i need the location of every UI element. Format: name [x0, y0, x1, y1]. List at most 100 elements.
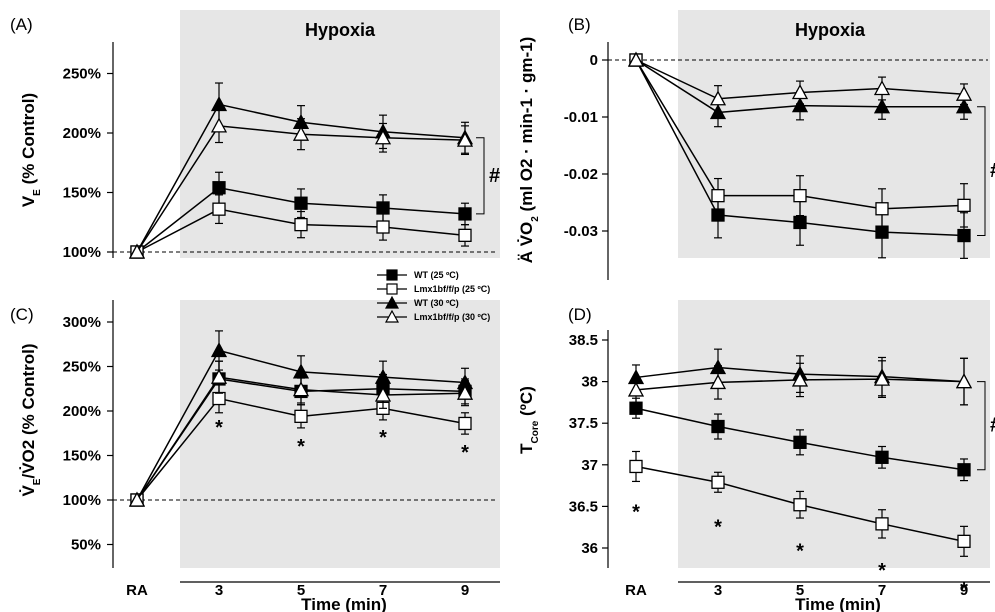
data-point-triangle	[955, 373, 973, 389]
series-3	[128, 360, 474, 507]
data-point-square	[212, 391, 226, 406]
data-point-square	[212, 202, 226, 216]
x-tick-label: 5	[796, 582, 804, 599]
data-point-triangle	[292, 381, 310, 397]
significance-star: *	[796, 541, 804, 563]
data-point-square	[875, 517, 889, 531]
x-tick-label: 9	[461, 582, 469, 599]
y-tick-label: 200%	[63, 125, 101, 142]
y-title-rest: /V̇O2 (% Control)	[19, 343, 38, 478]
data-point-square	[458, 207, 472, 221]
significance-bracket	[977, 106, 986, 237]
significance-bracket	[977, 381, 986, 471]
y-tick-label: 37	[581, 457, 598, 474]
data-point-square	[376, 220, 390, 234]
significance-mark: #	[990, 160, 995, 182]
data-point-square	[875, 450, 889, 464]
y-title-sub: Core	[530, 420, 541, 443]
y-tick-label: 100%	[63, 244, 101, 261]
y-tick-label: 200%	[63, 403, 101, 420]
y-tick-label: 250%	[63, 66, 101, 83]
data-point-square	[376, 201, 390, 215]
significance-star: *	[297, 436, 305, 458]
data-point-triangle	[709, 374, 727, 390]
y-tick-label: 50%	[71, 537, 101, 554]
significance-star: *	[878, 560, 886, 582]
data-point-triangle	[374, 386, 392, 402]
series-1	[130, 194, 472, 259]
hypoxia-label: Hypoxia	[795, 20, 866, 40]
data-point-square	[294, 409, 308, 423]
y-axis-title: V̇E/V̇O2 (% Control)	[19, 343, 43, 496]
x-tick-label: 7	[379, 582, 387, 599]
data-point-square	[957, 228, 971, 243]
data-point-triangle	[873, 98, 891, 114]
data-point-square	[793, 435, 807, 449]
panel-letter: (B)	[568, 15, 591, 34]
y-title-main: T	[517, 443, 536, 454]
data-point-triangle	[210, 342, 228, 358]
data-point-triangle	[955, 98, 973, 114]
data-point-triangle	[210, 368, 228, 384]
x-tick-label: 5	[297, 582, 305, 599]
panel-letter: (D)	[568, 305, 592, 324]
significance-star: *	[632, 502, 640, 524]
legend-marker-square	[386, 269, 398, 281]
data-point-triangle	[374, 129, 392, 145]
data-point-square	[711, 419, 725, 434]
x-axis-title: Time (min)	[795, 595, 881, 612]
y-title-rest: (ºC)	[517, 386, 536, 421]
significance-mark: #	[489, 165, 500, 187]
series-1	[130, 383, 472, 507]
data-point-triangle	[791, 97, 809, 113]
x-tick-label: RA	[126, 582, 148, 599]
data-point-triangle	[709, 90, 727, 106]
hypoxia-region	[678, 300, 990, 568]
data-point-square	[629, 459, 643, 474]
data-point-triangle	[456, 384, 474, 400]
data-point-square	[875, 202, 889, 216]
x-tick-label: 9	[960, 582, 968, 599]
panel-b: Hypoxia (B) 0 -0.01 -0.02 -0.03 Ä V̇O2 (ml O2 …	[517, 10, 995, 280]
data-point-square	[458, 416, 472, 431]
series-1	[629, 53, 971, 230]
data-point-square	[957, 198, 971, 213]
hypoxia-region	[678, 10, 990, 258]
x-tick-label: 7	[878, 582, 886, 599]
panel-d: (D) 36 36.5 37 37.5 38 38.5 TCore (ºC) RA 3 5 7 9 Tim…	[517, 300, 995, 612]
panel-letter: (C)	[10, 305, 34, 324]
data-point-square	[793, 189, 807, 203]
y-title-main: V	[19, 195, 38, 207]
y-title-main: Ä V̇O	[517, 222, 536, 264]
data-point-square	[793, 215, 807, 230]
series-3	[627, 51, 973, 113]
y-tick-label: 36	[581, 540, 598, 557]
y-tick-label: 37.5	[569, 415, 598, 432]
y-title-main: V̇	[19, 485, 38, 497]
y-title-rest: (ml O2 · min-1 · gm-1)	[517, 37, 536, 216]
panel-c: (C) 50% 100% 150% 200% 250% 300% V̇E/V̇O2 (% Co…	[10, 300, 500, 612]
legend: WT (25 ºC) Lmx1bf/f/p (25 ºC) WT (30 ºC) Lm…	[377, 269, 490, 323]
x-tick-label: RA	[625, 582, 647, 599]
y-tick-label: -0.03	[564, 223, 598, 240]
hypoxia-region	[180, 10, 500, 258]
y-title-sub: E	[32, 478, 43, 485]
y-axis-title: VE (% Control)	[19, 93, 43, 207]
x-tick-label: 3	[215, 582, 223, 599]
significance-star: *	[461, 442, 469, 464]
data-point-square	[711, 189, 725, 203]
data-point-triangle	[873, 370, 891, 386]
legend-marker-square	[386, 283, 398, 295]
y-title-sub: 2	[530, 216, 541, 222]
y-axis-title: TCore (ºC)	[517, 386, 541, 454]
y-tick-label: 100%	[63, 492, 101, 509]
y-tick-label: -0.01	[564, 109, 598, 126]
data-point-square	[294, 217, 308, 232]
y-tick-label: 38	[581, 374, 598, 391]
panel-letter: (A)	[10, 15, 33, 34]
series-3	[627, 357, 973, 406]
data-point-square	[957, 534, 971, 548]
data-point-triangle	[210, 117, 228, 133]
data-point-square	[458, 228, 472, 242]
